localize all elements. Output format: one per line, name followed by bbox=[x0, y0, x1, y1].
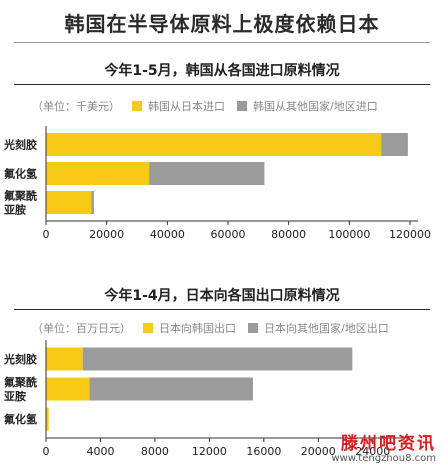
chart2-legend-item-0: 日本向韩国出口 bbox=[159, 322, 236, 335]
chart1-bar-0-series-1 bbox=[381, 133, 408, 156]
chart2-legend-item-1: 日本向其他国家/地区出口 bbox=[264, 322, 389, 335]
chart2-category-label-0: 光刻胶 bbox=[3, 352, 37, 366]
chart1-title: 今年1-5月，韩国从各国进口原料情况 bbox=[104, 63, 340, 79]
chart2-bar-1-series-1 bbox=[89, 377, 253, 401]
chart1-legend-item-1: 韩国从其他国家/地区进口 bbox=[253, 100, 378, 113]
chart1-bar-2-series-0 bbox=[46, 191, 92, 214]
chart1-unit: （单位：千美元） bbox=[32, 100, 120, 113]
chart1-tick-label-0: 0 bbox=[43, 228, 50, 241]
legend-swatch-gray bbox=[247, 323, 258, 333]
chart1-tick-label-4: 80000 bbox=[271, 228, 306, 241]
chart2-unit: （单位：百万日元） bbox=[32, 322, 131, 335]
chart1-tick-label-5: 100000 bbox=[328, 228, 370, 241]
chart2-bar-0-series-1 bbox=[82, 347, 353, 371]
legend-swatch-yellow bbox=[142, 323, 153, 333]
chart2-tick-label-1: 4000 bbox=[86, 445, 114, 458]
chart2-tick-label-6: 24000 bbox=[355, 445, 390, 458]
chart2-legend: （单位：百万日元） 日本向韩国出口 日本向其他国家/地区出口 bbox=[32, 320, 389, 336]
chart2-tick-label-4: 16000 bbox=[246, 445, 281, 458]
chart2-title: 今年1-4月，日本向各国出口原料情况 bbox=[104, 288, 340, 304]
chart1-legend: （单位：千美元） 韩国从日本进口 韩国从其他国家/地区进口 bbox=[32, 98, 378, 114]
chart1-bar-1-series-0 bbox=[46, 162, 150, 185]
chart2-tick-label-3: 12000 bbox=[192, 445, 227, 458]
chart1-tick-label-6: 120000 bbox=[389, 228, 431, 241]
chart2-bar-2-series-0 bbox=[46, 407, 49, 431]
title-divider bbox=[14, 42, 430, 43]
chart2-tick-label-5: 20000 bbox=[301, 445, 336, 458]
chart1-tick-label-1: 20000 bbox=[89, 228, 124, 241]
chart1-tick-label-2: 40000 bbox=[150, 228, 185, 241]
watermark-url: www.tengzhou8.com bbox=[331, 452, 437, 464]
chart2-bar-1-series-0 bbox=[46, 377, 90, 401]
chart2-title-rule bbox=[14, 309, 430, 310]
watermark-brand: 滕州吧资讯 bbox=[341, 433, 436, 454]
chart1-category-label-0: 光刻胶 bbox=[3, 138, 37, 152]
page-title: 韩国在半导体原料上极度依赖日本 bbox=[64, 12, 380, 36]
chart2-category-label-2: 氟化氢 bbox=[4, 412, 37, 426]
chart2-category-label-1: 亚胺 bbox=[4, 389, 26, 403]
chart1-title-rule bbox=[14, 84, 430, 85]
chart2-category-label-1: 氟聚酰 bbox=[4, 375, 37, 389]
chart1-bar-0-series-0 bbox=[46, 133, 382, 156]
chart2-tick-label-2: 8000 bbox=[141, 445, 169, 458]
chart1-tick-label-3: 60000 bbox=[211, 228, 246, 241]
watermark: 滕州吧资讯 www.tengzhou8.com bbox=[331, 433, 437, 464]
legend-swatch-yellow bbox=[131, 101, 142, 111]
chart2-bar-0-series-0 bbox=[46, 347, 83, 371]
chart1-legend-item-0: 韩国从日本进口 bbox=[148, 100, 225, 113]
chart1-category-label-2: 亚胺 bbox=[4, 203, 26, 217]
chart1-category-label-1: 氟化氢 bbox=[4, 167, 37, 181]
chart1-bar-1-series-1 bbox=[149, 162, 265, 185]
chart1-category-label-2: 氟聚酰 bbox=[4, 189, 37, 203]
chart1-bar-2-series-1 bbox=[91, 191, 94, 214]
chart2-tick-label-0: 0 bbox=[43, 445, 50, 458]
legend-swatch-gray bbox=[236, 101, 247, 111]
